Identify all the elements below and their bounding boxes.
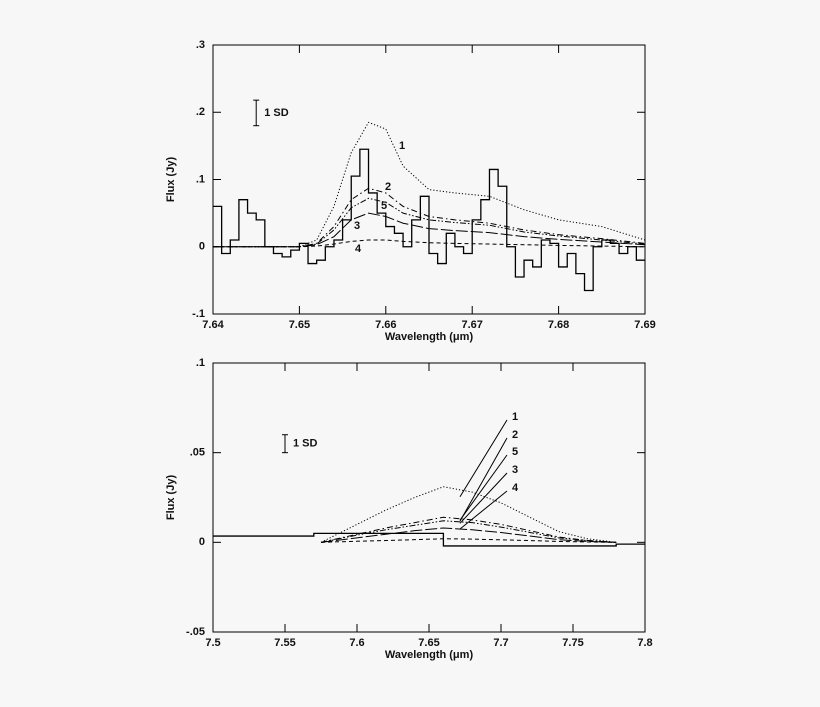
series-line (213, 187, 646, 248)
series-line (320, 520, 617, 543)
x-tick-label: 7.7 (493, 637, 508, 649)
y-tick-label: .3 (196, 39, 205, 51)
x-axis-label: Wavelength (μm) (385, 331, 474, 343)
leader-line (459, 419, 508, 498)
series-line (320, 516, 617, 543)
leader-line (459, 437, 508, 522)
x-axis-label: Wavelength (μm) (385, 649, 474, 661)
annotation: 1 SD (293, 438, 318, 450)
series-line (213, 532, 645, 547)
series-line (213, 148, 645, 292)
series-line (213, 239, 646, 248)
series-label: 1 (512, 411, 518, 423)
y-tick-label: .2 (196, 106, 205, 118)
x-tick-label: 7.66 (375, 319, 396, 331)
series-line (320, 538, 617, 543)
y-axis-label: Flux (Jy) (165, 475, 177, 521)
x-tick-label: 7.55 (274, 637, 295, 649)
x-tick-label: 7.5 (205, 637, 220, 649)
y-axis-label: Flux (Jy) (165, 157, 177, 203)
x-tick-label: 7.65 (289, 319, 310, 331)
x-tick-label: 7.65 (418, 637, 439, 649)
series-line (213, 212, 646, 248)
series-label: 2 (385, 181, 391, 193)
series-label: 4 (355, 243, 362, 255)
x-tick-label: 7.6 (349, 637, 364, 649)
series-label: 5 (381, 200, 387, 212)
x-tick-label: 7.67 (461, 319, 482, 331)
y-tick-label: 0 (199, 241, 205, 253)
series-line (320, 486, 617, 543)
series-line (213, 197, 646, 248)
series-line (320, 527, 617, 543)
leader-line (459, 490, 508, 530)
series-label: 5 (512, 446, 518, 458)
series-label: 3 (354, 220, 360, 232)
y-tick-label: -.05 (186, 626, 205, 638)
y-tick-label: .05 (190, 447, 205, 459)
y-tick-label: .1 (196, 173, 205, 185)
x-tick-label: 7.68 (548, 319, 569, 331)
series-label: 2 (512, 429, 518, 441)
plot-frame (212, 362, 646, 633)
leader-line (459, 472, 508, 524)
x-tick-label: 7.75 (562, 637, 583, 649)
series-label: 1 (399, 140, 405, 152)
series-label: 4 (512, 482, 519, 494)
x-tick-label: 7.64 (202, 319, 224, 331)
y-tick-label: .1 (196, 357, 205, 369)
annotation: 1 SD (264, 107, 289, 119)
y-tick-label: 0 (199, 536, 205, 548)
y-tick-label: -.1 (192, 308, 205, 320)
x-tick-label: 7.69 (634, 319, 655, 331)
leader-line (459, 454, 508, 521)
series-label: 3 (512, 464, 518, 476)
x-tick-label: 7.8 (637, 637, 652, 649)
